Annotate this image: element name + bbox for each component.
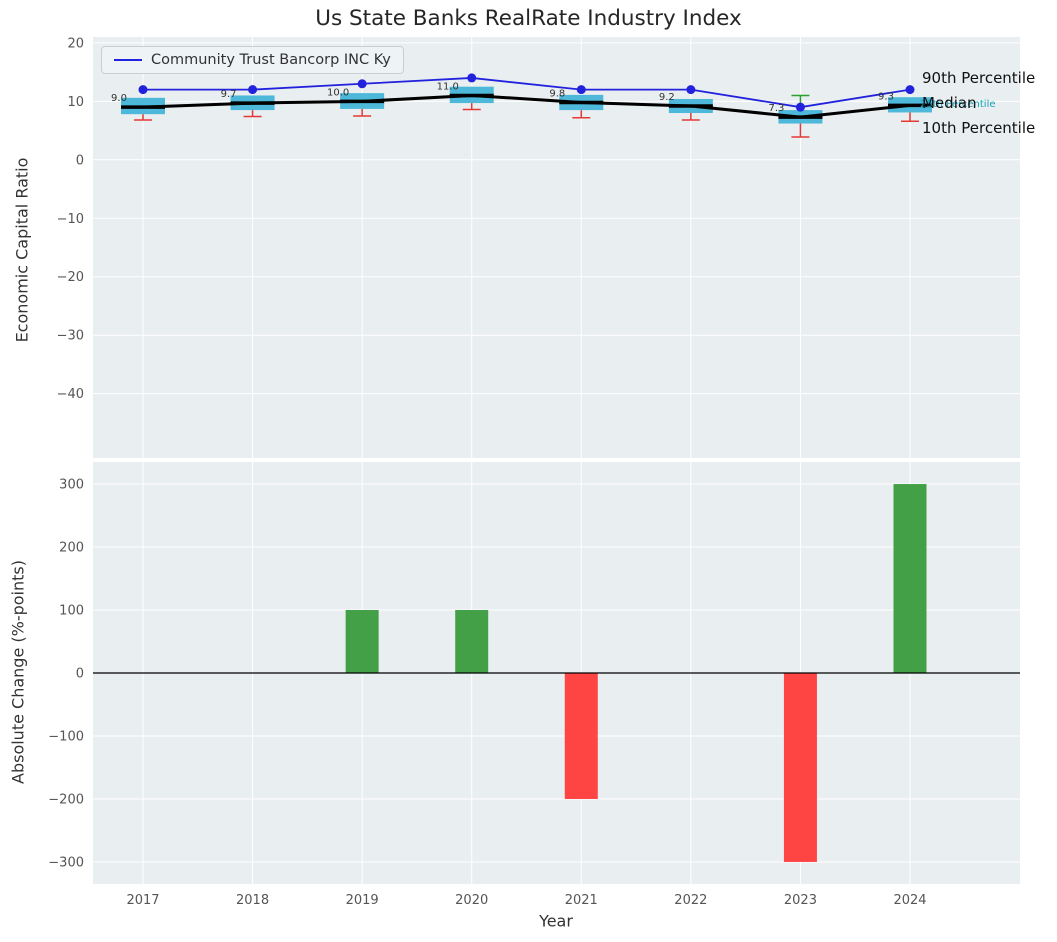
svg-text:2022: 2022 xyxy=(674,893,707,908)
svg-text:2024: 2024 xyxy=(893,893,926,908)
svg-text:−10: −10 xyxy=(57,212,84,227)
svg-text:7.3: 7.3 xyxy=(768,103,784,114)
label-90th-percentile: 90th Percentile xyxy=(922,69,1036,87)
svg-text:20: 20 xyxy=(67,36,84,51)
svg-text:2017: 2017 xyxy=(126,893,159,908)
label-25th-percentile: 25th Percentile xyxy=(920,99,996,110)
svg-text:2019: 2019 xyxy=(346,893,379,908)
svg-text:11.0: 11.0 xyxy=(437,81,459,92)
legend: Community Trust Bancorp INC Ky xyxy=(101,46,404,74)
svg-text:−30: −30 xyxy=(57,329,84,344)
label-median: Median xyxy=(922,94,977,112)
svg-text:2018: 2018 xyxy=(236,893,269,908)
svg-text:9.2: 9.2 xyxy=(659,92,675,103)
legend-label: Community Trust Bancorp INC Ky xyxy=(151,52,391,68)
svg-text:9.0: 9.0 xyxy=(111,93,127,104)
label-10th-percentile: 10th Percentile xyxy=(922,119,1036,137)
svg-text:9.8: 9.8 xyxy=(549,88,565,99)
svg-text:200: 200 xyxy=(59,541,84,556)
ylabel-absolute-change: Absolute Change (%-points) xyxy=(8,560,28,784)
svg-text:9.7: 9.7 xyxy=(221,89,237,100)
svg-text:0: 0 xyxy=(76,153,84,168)
svg-text:9.3: 9.3 xyxy=(878,91,894,102)
svg-text:300: 300 xyxy=(59,478,84,493)
svg-text:2020: 2020 xyxy=(455,893,488,908)
svg-text:100: 100 xyxy=(59,604,84,619)
svg-text:−200: −200 xyxy=(48,792,84,807)
svg-text:10.0: 10.0 xyxy=(327,87,349,98)
svg-text:−20: −20 xyxy=(57,270,84,285)
svg-text:2023: 2023 xyxy=(784,893,817,908)
ylabel-economic-capital-ratio: Economic Capital Ratio xyxy=(12,157,32,343)
xlabel-year: Year xyxy=(539,911,573,931)
svg-text:0: 0 xyxy=(76,667,84,682)
legend-line-icon xyxy=(114,59,142,61)
chart-title: Us State Banks RealRate Industry Index xyxy=(315,6,742,31)
svg-text:−40: −40 xyxy=(57,387,84,402)
svg-text:−100: −100 xyxy=(48,729,84,744)
svg-text:2021: 2021 xyxy=(565,893,598,908)
svg-text:−300: −300 xyxy=(48,855,84,870)
svg-text:10: 10 xyxy=(67,95,84,110)
